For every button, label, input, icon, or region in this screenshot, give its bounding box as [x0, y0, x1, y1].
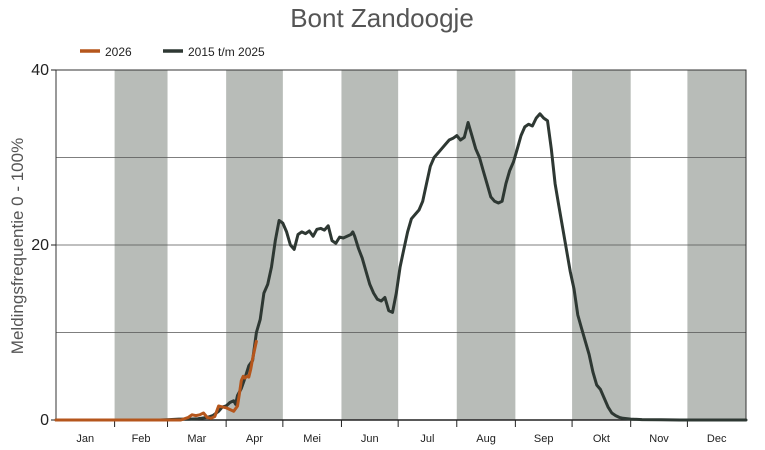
- chart-title: Bont Zandoogje: [290, 3, 474, 33]
- x-tick-label: Mei: [303, 433, 321, 445]
- x-tick-label: Aug: [476, 433, 496, 445]
- y-axis-label: Meldingsfrequentie 0 - 100%: [8, 138, 27, 354]
- x-tick-label: Dec: [707, 433, 727, 445]
- y-tick-label: 20: [31, 237, 49, 254]
- legend-label: 2026: [105, 45, 132, 59]
- x-tick-label: Jan: [76, 433, 94, 445]
- x-tick-labels: Jan Feb Mar Apr Mei Jun Jul Aug Sep Okt Nov Dec: [76, 420, 727, 445]
- legend: 2026 2015 t/m 2025: [80, 45, 265, 59]
- x-tick-label: Nov: [649, 433, 669, 445]
- legend-label: 2015 t/m 2025: [188, 45, 265, 59]
- series-line-0: [54, 339, 258, 422]
- x-tick-label: Okt: [593, 433, 610, 445]
- y-tick-label: 40: [31, 62, 49, 79]
- series-lines: [54, 112, 748, 422]
- x-tick-label: Mar: [187, 433, 206, 445]
- x-tick-label: Sep: [534, 433, 554, 445]
- y-tick-label: 0: [40, 412, 49, 429]
- x-tick-label: Apr: [246, 433, 263, 445]
- grid-lines: [56, 157, 746, 333]
- x-tick-label: Jun: [361, 433, 379, 445]
- series-line-1: [54, 112, 748, 422]
- x-tick-label: Jul: [420, 433, 434, 445]
- x-tick-label: Feb: [132, 433, 151, 445]
- y-tick-labels: 0 20 40: [31, 62, 56, 429]
